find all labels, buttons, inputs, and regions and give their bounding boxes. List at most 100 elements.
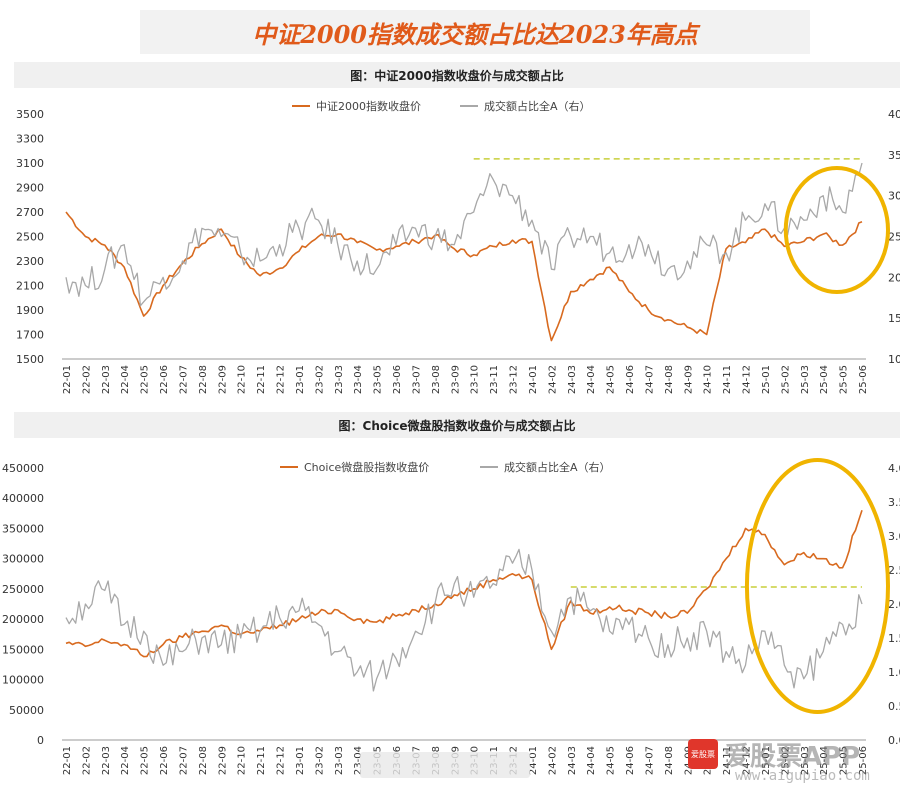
x-tick-label: 22-11 bbox=[256, 746, 267, 775]
y-left-tick-label: 250000 bbox=[2, 583, 44, 596]
chart1: 1500 1700 1900 2100 2300 2500 2700 2900 3100 3300… bbox=[16, 99, 900, 394]
y-right-tick-label: 30% bbox=[888, 190, 900, 203]
page-title: 中证2000指数成交额占比达2023年高点 bbox=[140, 10, 810, 54]
y-right-tick-label: 10% bbox=[888, 353, 900, 366]
x-tick-label: 24-08 bbox=[664, 365, 675, 394]
x-tick-label: 24-07 bbox=[644, 746, 655, 775]
y-right-tick-label: 2.5% bbox=[888, 564, 900, 577]
blurred-overlay bbox=[360, 752, 530, 778]
y-left-tick-label: 2100 bbox=[16, 280, 44, 293]
y-left-tick-label: 1900 bbox=[16, 304, 44, 317]
x-tick-label: 22-06 bbox=[159, 365, 170, 394]
x-tick-label: 24-06 bbox=[625, 365, 636, 394]
y-right-tick-label: 15% bbox=[888, 312, 900, 325]
highlight-circle bbox=[744, 458, 891, 714]
x-tick-label: 22-10 bbox=[237, 746, 248, 775]
y-left-tick-label: 150000 bbox=[2, 643, 44, 656]
x-tick-label: 24-11 bbox=[722, 746, 733, 775]
x-tick-label: 24-03 bbox=[567, 746, 578, 775]
y-right-tick-label: 1.5% bbox=[888, 632, 900, 645]
x-tick-label: 22-07 bbox=[178, 746, 189, 775]
x-tick-label: 23-08 bbox=[431, 365, 442, 394]
x-tick-label: 24-04 bbox=[586, 365, 597, 394]
x-tick-label: 23-01 bbox=[295, 746, 306, 775]
x-tick-label: 24-01 bbox=[528, 365, 539, 394]
x-tick-label: 24-02 bbox=[547, 746, 558, 775]
x-tick-label: 22-01 bbox=[62, 365, 73, 394]
series-line-share bbox=[65, 548, 863, 692]
x-tick-label: 25-03 bbox=[800, 746, 811, 775]
legend-label-index: Choice微盘股指数收盘价 bbox=[304, 460, 429, 474]
x-tick-label: 22-02 bbox=[81, 746, 92, 775]
x-tick-label: 22-10 bbox=[237, 365, 248, 394]
series-line-share bbox=[65, 162, 863, 307]
y-left-tick-label: 3300 bbox=[16, 133, 44, 146]
x-tick-label: 23-06 bbox=[392, 365, 403, 394]
x-tick-label: 25-02 bbox=[780, 365, 791, 394]
x-tick-label: 23-11 bbox=[489, 365, 500, 394]
x-tick-label: 25-01 bbox=[761, 746, 772, 775]
y-left-tick-label: 300000 bbox=[2, 553, 44, 566]
y-right-tick-label: 2.0% bbox=[888, 598, 900, 611]
x-tick-label: 24-12 bbox=[742, 365, 753, 394]
x-tick-label: 23-02 bbox=[314, 365, 325, 394]
watermark-logo: 爱股票 bbox=[688, 739, 718, 769]
x-tick-label: 22-06 bbox=[159, 746, 170, 775]
x-tick-label: 22-12 bbox=[276, 746, 287, 775]
y-left-tick-label: 3500 bbox=[16, 108, 44, 121]
x-tick-label: 24-06 bbox=[625, 746, 636, 775]
legend-label-index: 中证2000指数收盘价 bbox=[316, 99, 421, 113]
x-tick-label: 22-04 bbox=[120, 365, 131, 394]
x-tick-label: 22-11 bbox=[256, 365, 267, 394]
x-tick-label: 25-06 bbox=[858, 746, 869, 775]
x-tick-label: 23-04 bbox=[353, 746, 364, 775]
y-right-tick-label: 3.0% bbox=[888, 530, 900, 543]
chart2-title: 图：Choice微盘股指数收盘价与成交额占比 bbox=[14, 412, 900, 438]
x-tick-label: 24-10 bbox=[703, 365, 714, 394]
x-tick-label: 25-05 bbox=[839, 365, 850, 394]
y-left-tick-label: 2700 bbox=[16, 206, 44, 219]
y-right-tick-label: 25% bbox=[888, 231, 900, 244]
x-tick-label: 22-03 bbox=[101, 365, 112, 394]
y-left-tick-label: 2500 bbox=[16, 231, 44, 244]
x-tick-label: 22-05 bbox=[140, 746, 151, 775]
y-left-tick-label: 50000 bbox=[9, 704, 44, 717]
x-tick-label: 25-02 bbox=[780, 746, 791, 775]
x-tick-label: 23-01 bbox=[295, 365, 306, 394]
x-tick-label: 24-07 bbox=[644, 365, 655, 394]
watermark: 爱股票 爱股票APP bbox=[688, 732, 860, 776]
x-tick-label: 22-08 bbox=[198, 365, 209, 394]
x-tick-label: 23-07 bbox=[411, 365, 422, 394]
x-tick-label: 22-02 bbox=[81, 365, 92, 394]
x-tick-label: 23-12 bbox=[509, 365, 520, 394]
x-tick-label: 22-04 bbox=[120, 746, 131, 775]
y-right-tick-label: 4.0% bbox=[888, 462, 900, 475]
x-tick-label: 24-12 bbox=[742, 746, 753, 775]
x-tick-label: 24-02 bbox=[547, 365, 558, 394]
x-tick-label: 25-05 bbox=[839, 746, 850, 775]
x-tick-label: 23-10 bbox=[470, 365, 481, 394]
x-tick-label: 25-04 bbox=[819, 746, 830, 775]
x-tick-label: 22-09 bbox=[217, 365, 228, 394]
y-left-tick-label: 350000 bbox=[2, 522, 44, 535]
x-tick-label: 23-03 bbox=[334, 746, 345, 775]
x-tick-label: 23-02 bbox=[314, 746, 325, 775]
x-tick-label: 25-01 bbox=[761, 365, 772, 394]
y-left-tick-label: 0 bbox=[37, 734, 44, 747]
y-left-tick-label: 2300 bbox=[16, 255, 44, 268]
x-tick-label: 24-03 bbox=[567, 365, 578, 394]
x-tick-label: 24-05 bbox=[606, 746, 617, 775]
x-tick-label: 22-03 bbox=[101, 746, 112, 775]
x-tick-label: 22-05 bbox=[140, 365, 151, 394]
y-left-tick-label: 400000 bbox=[2, 492, 44, 505]
x-tick-label: 22-08 bbox=[198, 746, 209, 775]
y-left-tick-label: 2900 bbox=[16, 182, 44, 195]
chart1-title: 图：中证2000指数收盘价与成交额占比 bbox=[14, 62, 900, 88]
x-tick-label: 24-01 bbox=[528, 746, 539, 775]
x-tick-label: 23-09 bbox=[450, 365, 461, 394]
y-left-tick-label: 1700 bbox=[16, 329, 44, 342]
y-right-tick-label: 1.0% bbox=[888, 666, 900, 679]
y-left-tick-label: 1500 bbox=[16, 353, 44, 366]
x-tick-label: 24-04 bbox=[586, 746, 597, 775]
y-right-tick-label: 3.5% bbox=[888, 496, 900, 509]
